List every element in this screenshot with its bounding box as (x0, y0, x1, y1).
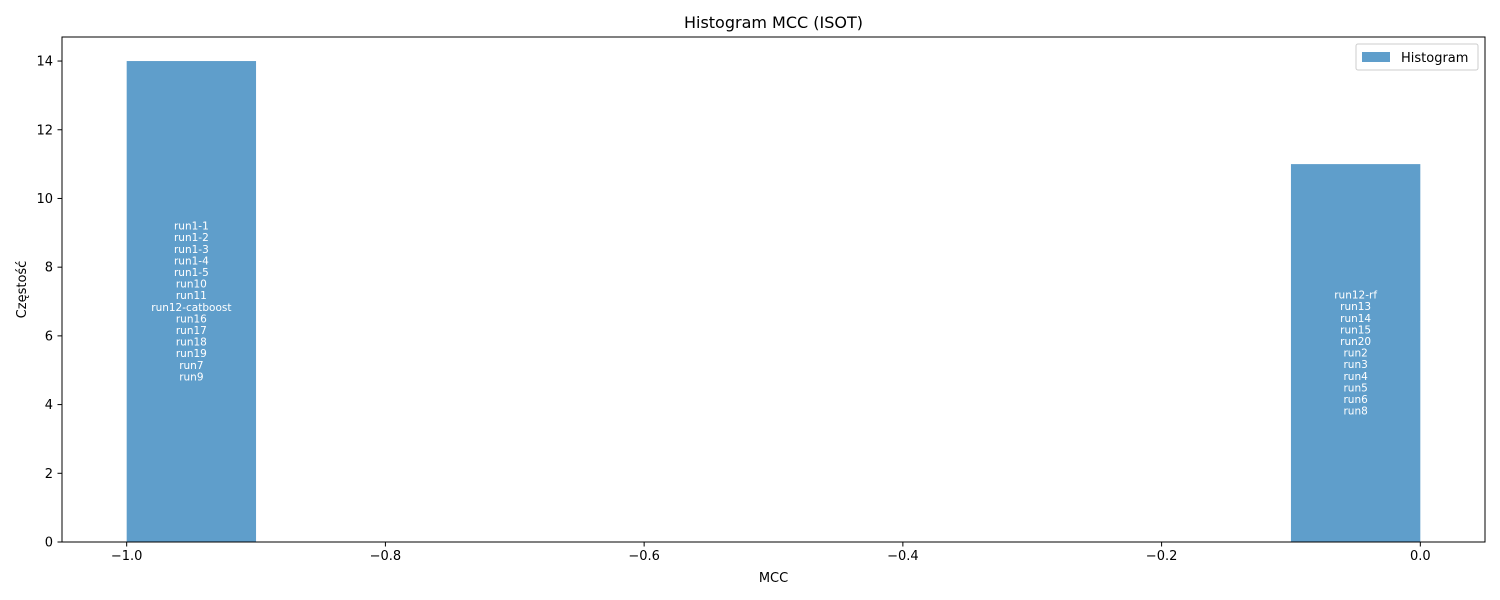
bar-run-label: run1-2 (174, 232, 209, 244)
bar-run-label: run7 (179, 360, 203, 372)
chart-title: Histogram MCC (ISOT) (684, 13, 863, 32)
x-tick-label: −0.8 (370, 549, 402, 564)
bar-run-label: run20 (1340, 336, 1371, 348)
bar-run-label: run6 (1343, 394, 1368, 406)
bar-run-label: run2 (1343, 348, 1367, 360)
y-tick-label: 8 (45, 261, 53, 276)
y-tick-label: 12 (36, 123, 53, 138)
bar-run-label: run15 (1340, 324, 1371, 336)
bar-run-label: run11 (176, 290, 207, 302)
legend-swatch (1362, 52, 1390, 62)
x-tick-label: −1.0 (111, 549, 143, 564)
bar-run-label: run14 (1340, 313, 1371, 325)
y-tick-label: 14 (36, 55, 53, 70)
bar-run-label: run18 (176, 337, 207, 349)
y-axis-label: Częstość (15, 261, 30, 319)
bars-group (126, 61, 1421, 543)
y-tick-label: 6 (45, 329, 53, 344)
y-tick-label: 2 (45, 467, 53, 482)
bar-run-label: run19 (176, 348, 207, 360)
legend-box (1355, 43, 1479, 71)
y-axis-ticks: 0 2 4 6 8 10 12 14 (36, 55, 62, 551)
bar-run-label: run4 (1343, 371, 1368, 383)
bar-run-label: run5 (1343, 382, 1367, 394)
bar-run-label: run1-3 (174, 244, 209, 256)
bar-run-label: run1-5 (174, 267, 209, 279)
x-tick-label: 0.0 (1410, 549, 1431, 564)
bar-run-label: run12-catboost (151, 302, 231, 314)
bar-run-label: run3 (1343, 359, 1367, 371)
bar-run-label: run17 (176, 325, 207, 337)
bar-run-label: run9 (179, 371, 203, 383)
bar-run-label: run10 (176, 279, 207, 291)
legend-label: Histogram (1401, 51, 1468, 66)
bar-labels-group: run1-1run1-2run1-3run1-4run1-5run10run11… (151, 221, 1377, 418)
histogram-bar (1290, 164, 1421, 543)
legend: Histogram (1355, 43, 1479, 71)
y-tick-label: 10 (36, 192, 53, 207)
bar-run-label: run13 (1340, 301, 1371, 313)
bar-run-label: run8 (1343, 406, 1367, 418)
x-tick-label: −0.2 (1146, 549, 1178, 564)
bar-run-label: run1-1 (174, 221, 209, 233)
bar-run-label: run1-4 (174, 255, 209, 267)
bar-run-label: run16 (176, 313, 207, 325)
x-axis-label: MCC (759, 571, 788, 586)
y-tick-label: 4 (45, 398, 53, 413)
x-tick-label: −0.6 (628, 549, 660, 564)
plot-frame (61, 36, 1486, 543)
histogram-bar (126, 61, 257, 543)
bar-run-label: run12-rf (1334, 290, 1377, 302)
y-tick-label: 0 (45, 536, 53, 551)
x-axis-ticks: −1.0 −0.8 −0.6 −0.4 −0.2 0.0 (111, 542, 1431, 564)
x-tick-label: −0.4 (887, 549, 919, 564)
